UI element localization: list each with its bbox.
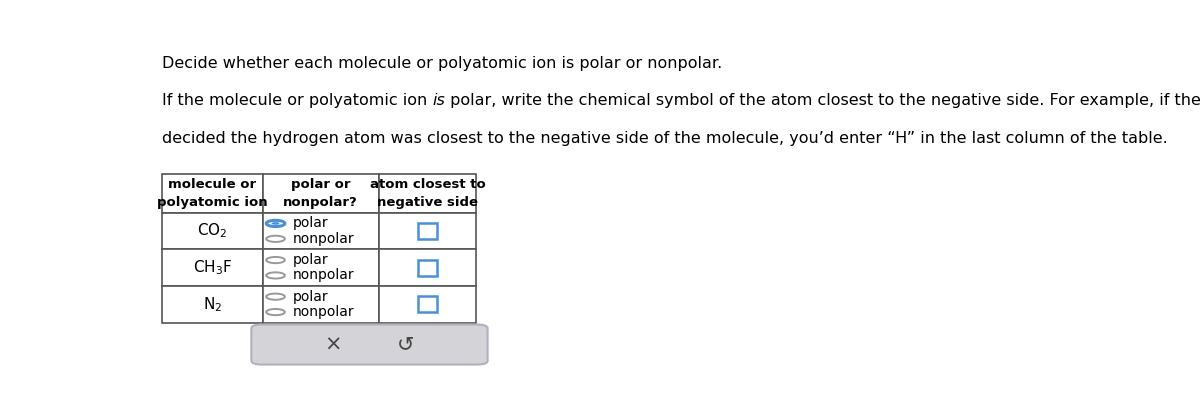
FancyBboxPatch shape (162, 174, 263, 213)
FancyBboxPatch shape (263, 174, 379, 213)
FancyBboxPatch shape (263, 249, 379, 286)
Circle shape (266, 220, 284, 226)
Circle shape (266, 257, 284, 263)
Text: polar, write the chemical symbol of the atom closest to the negative side. For e: polar, write the chemical symbol of the … (445, 93, 1200, 108)
FancyBboxPatch shape (263, 286, 379, 323)
FancyBboxPatch shape (162, 286, 263, 323)
Text: ×: × (324, 334, 342, 355)
Text: nonpolar: nonpolar (293, 232, 355, 246)
Text: N$_2$: N$_2$ (203, 295, 222, 314)
Text: polar or
nonpolar?: polar or nonpolar? (283, 178, 358, 209)
Circle shape (266, 293, 284, 300)
Text: CH$_3$F: CH$_3$F (193, 258, 232, 277)
FancyBboxPatch shape (379, 286, 476, 323)
FancyBboxPatch shape (251, 324, 487, 365)
FancyBboxPatch shape (263, 213, 379, 249)
Text: ↺: ↺ (397, 334, 414, 355)
FancyBboxPatch shape (419, 296, 437, 312)
FancyBboxPatch shape (379, 249, 476, 286)
Text: atom closest to
negative side: atom closest to negative side (370, 178, 486, 209)
FancyBboxPatch shape (419, 260, 437, 276)
Circle shape (266, 309, 284, 315)
Circle shape (266, 236, 284, 242)
Text: polar: polar (293, 290, 329, 304)
FancyBboxPatch shape (162, 213, 263, 249)
Text: Decide whether each molecule or polyatomic ion is polar or nonpolar.: Decide whether each molecule or polyatom… (162, 56, 722, 71)
Text: polar: polar (293, 216, 329, 231)
Circle shape (266, 272, 284, 278)
Text: CO$_2$: CO$_2$ (197, 222, 228, 241)
Text: is: is (432, 93, 445, 108)
FancyBboxPatch shape (379, 174, 476, 213)
Text: polar: polar (293, 253, 329, 267)
Circle shape (271, 222, 280, 225)
FancyBboxPatch shape (162, 249, 263, 286)
Text: If the molecule or polyatomic ion: If the molecule or polyatomic ion (162, 93, 432, 108)
FancyBboxPatch shape (379, 213, 476, 249)
FancyBboxPatch shape (419, 223, 437, 239)
Text: nonpolar: nonpolar (293, 268, 355, 283)
Text: decided the hydrogen atom was closest to the negative side of the molecule, you’: decided the hydrogen atom was closest to… (162, 131, 1168, 145)
Text: molecule or
polyatomic ion: molecule or polyatomic ion (157, 178, 268, 209)
Text: nonpolar: nonpolar (293, 305, 355, 319)
